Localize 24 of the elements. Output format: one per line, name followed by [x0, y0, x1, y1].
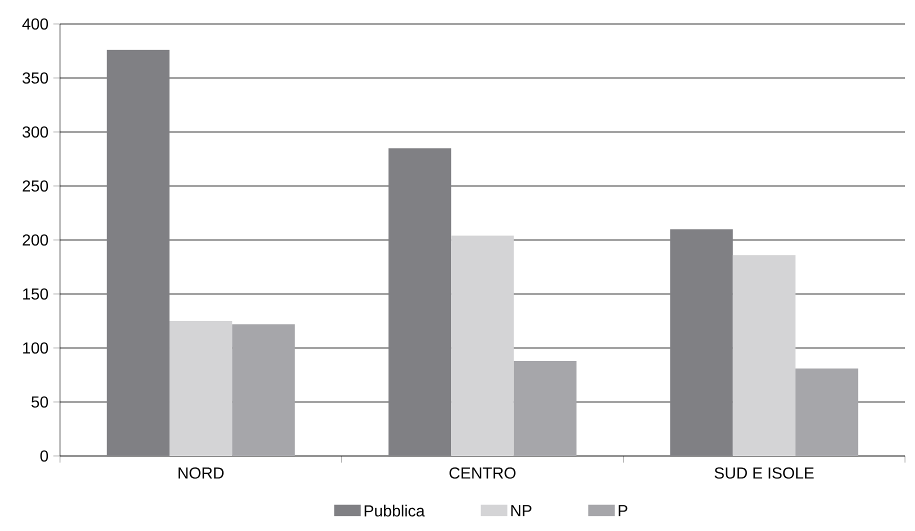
y-tick-label: 200 — [22, 234, 48, 246]
bar — [232, 324, 295, 456]
bar — [388, 148, 452, 456]
y-tick-label: 300 — [22, 126, 48, 138]
y-tick-label: 350 — [22, 72, 48, 84]
legend-label: P — [618, 505, 628, 516]
y-tick-label: 250 — [22, 180, 48, 192]
y-tick-label: 50 — [31, 396, 48, 408]
x-tick-label: SUD E ISOLE — [714, 467, 814, 479]
x-tick-label: NORD — [178, 467, 224, 479]
bar — [732, 255, 796, 456]
y-tick-label: 400 — [22, 18, 48, 30]
bar — [170, 320, 232, 456]
bar — [670, 229, 733, 456]
y-tick-label: 0 — [40, 450, 48, 462]
bar — [795, 368, 858, 456]
legend-label: NP — [511, 505, 532, 516]
legend-label: Pubblica — [364, 504, 425, 517]
y-tick-label: 150 — [23, 288, 48, 300]
y-tick-label: 100 — [23, 342, 48, 354]
bar — [106, 50, 170, 456]
bar — [514, 360, 576, 456]
x-tick-label: CENTRO — [450, 467, 516, 479]
bar — [451, 236, 514, 456]
